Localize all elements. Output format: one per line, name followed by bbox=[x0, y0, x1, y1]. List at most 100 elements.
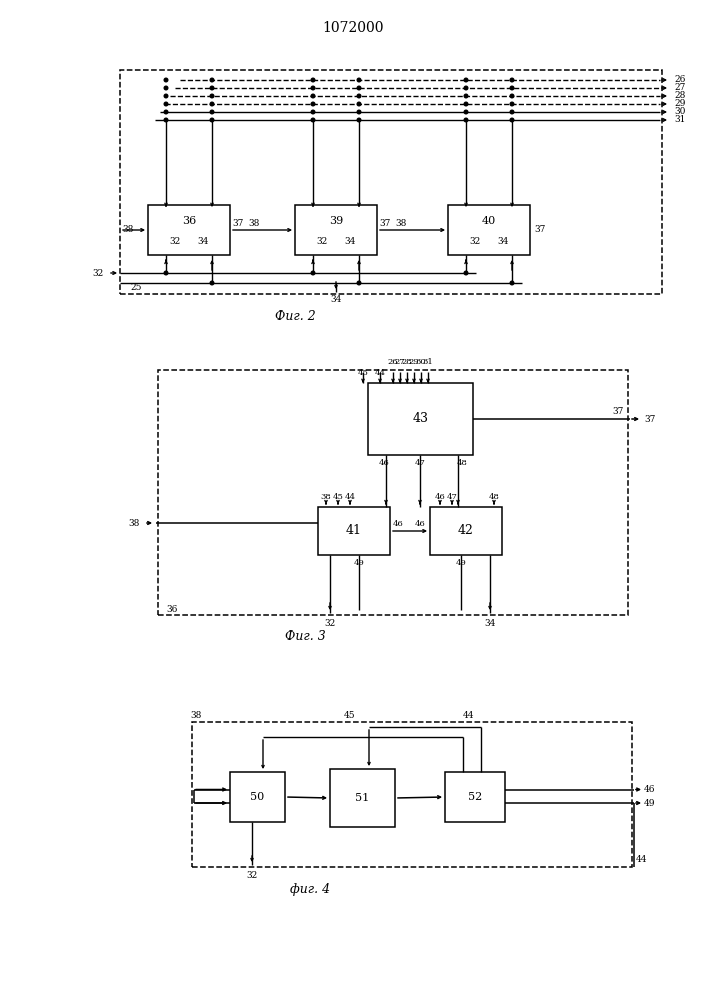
Bar bbox=[330, 769, 395, 827]
Circle shape bbox=[164, 110, 168, 114]
Text: 37: 37 bbox=[233, 219, 244, 228]
Text: 32: 32 bbox=[469, 236, 481, 245]
Circle shape bbox=[357, 78, 361, 82]
Circle shape bbox=[311, 94, 315, 98]
Text: 28: 28 bbox=[674, 92, 686, 101]
Text: 29: 29 bbox=[674, 100, 686, 108]
Text: 49: 49 bbox=[644, 798, 656, 808]
Text: 46: 46 bbox=[644, 785, 656, 794]
Circle shape bbox=[210, 110, 214, 114]
Circle shape bbox=[510, 78, 514, 82]
Bar bbox=[158, 370, 628, 615]
Text: 50: 50 bbox=[250, 792, 264, 802]
Text: 36: 36 bbox=[182, 217, 196, 227]
Circle shape bbox=[210, 102, 214, 106]
Text: Фиг. 2: Фиг. 2 bbox=[274, 310, 315, 322]
Text: 43: 43 bbox=[412, 412, 428, 426]
Text: 46: 46 bbox=[379, 459, 390, 467]
Text: 51: 51 bbox=[356, 793, 370, 803]
Text: 38: 38 bbox=[321, 493, 332, 501]
Text: 49: 49 bbox=[455, 559, 467, 567]
Circle shape bbox=[210, 86, 214, 90]
Text: 46: 46 bbox=[435, 493, 445, 501]
Circle shape bbox=[311, 102, 315, 106]
Text: 38: 38 bbox=[122, 226, 134, 234]
Text: 34: 34 bbox=[484, 618, 496, 628]
Text: 27: 27 bbox=[395, 358, 405, 366]
Text: 32: 32 bbox=[325, 618, 336, 628]
Text: Фиг. 3: Фиг. 3 bbox=[285, 631, 325, 644]
Circle shape bbox=[357, 110, 361, 114]
Circle shape bbox=[464, 102, 468, 106]
Circle shape bbox=[164, 86, 168, 90]
Text: 32: 32 bbox=[170, 236, 180, 245]
Text: 48: 48 bbox=[457, 459, 467, 467]
Circle shape bbox=[210, 118, 214, 122]
Text: 31: 31 bbox=[674, 115, 686, 124]
Circle shape bbox=[311, 78, 315, 82]
Text: 36: 36 bbox=[166, 604, 177, 613]
Text: 34: 34 bbox=[330, 296, 341, 304]
Bar bbox=[430, 507, 502, 555]
Circle shape bbox=[510, 94, 514, 98]
Text: 42: 42 bbox=[458, 524, 474, 538]
Text: 29: 29 bbox=[409, 358, 419, 366]
Text: 37: 37 bbox=[380, 219, 391, 228]
Circle shape bbox=[464, 118, 468, 122]
Bar bbox=[318, 507, 390, 555]
Text: 34: 34 bbox=[344, 236, 356, 245]
Circle shape bbox=[210, 94, 214, 98]
Circle shape bbox=[311, 118, 315, 122]
Text: 45: 45 bbox=[332, 493, 344, 501]
Text: 31: 31 bbox=[423, 358, 433, 366]
Text: 38: 38 bbox=[129, 518, 140, 528]
Text: 38: 38 bbox=[248, 219, 259, 228]
Circle shape bbox=[464, 78, 468, 82]
Text: 34: 34 bbox=[497, 236, 509, 245]
Text: 44: 44 bbox=[636, 854, 648, 863]
Text: 39: 39 bbox=[329, 217, 343, 227]
Circle shape bbox=[510, 102, 514, 106]
Text: 47: 47 bbox=[447, 493, 457, 501]
Circle shape bbox=[510, 86, 514, 90]
Text: 34: 34 bbox=[197, 236, 209, 245]
Text: 48: 48 bbox=[489, 493, 499, 501]
Text: 40: 40 bbox=[482, 217, 496, 227]
Bar bbox=[230, 772, 285, 822]
Circle shape bbox=[164, 78, 168, 82]
Text: 45: 45 bbox=[344, 710, 356, 720]
Circle shape bbox=[210, 78, 214, 82]
Text: 32: 32 bbox=[246, 870, 257, 880]
Text: 47: 47 bbox=[414, 459, 426, 467]
Text: 26: 26 bbox=[674, 76, 686, 85]
Circle shape bbox=[464, 110, 468, 114]
Text: 32: 32 bbox=[93, 268, 104, 277]
Bar bbox=[192, 722, 632, 867]
Bar bbox=[445, 772, 505, 822]
Circle shape bbox=[311, 86, 315, 90]
Circle shape bbox=[311, 110, 315, 114]
Text: 38: 38 bbox=[395, 219, 407, 228]
Text: 30: 30 bbox=[674, 107, 686, 116]
Text: 28: 28 bbox=[402, 358, 412, 366]
Circle shape bbox=[510, 281, 514, 285]
Circle shape bbox=[464, 94, 468, 98]
Text: 25: 25 bbox=[130, 284, 141, 292]
Circle shape bbox=[164, 118, 168, 122]
Text: 45: 45 bbox=[358, 369, 368, 377]
Circle shape bbox=[164, 271, 168, 275]
Text: 44: 44 bbox=[344, 493, 356, 501]
Circle shape bbox=[510, 110, 514, 114]
Text: 37: 37 bbox=[534, 226, 546, 234]
Bar bbox=[120, 70, 662, 294]
Circle shape bbox=[510, 118, 514, 122]
Bar bbox=[295, 205, 377, 255]
Text: 46: 46 bbox=[414, 520, 426, 528]
Text: 27: 27 bbox=[674, 84, 686, 93]
Text: 1072000: 1072000 bbox=[322, 21, 384, 35]
Text: 49: 49 bbox=[354, 559, 364, 567]
Circle shape bbox=[164, 102, 168, 106]
Text: 37: 37 bbox=[612, 406, 624, 416]
Bar bbox=[368, 383, 473, 455]
Circle shape bbox=[357, 102, 361, 106]
